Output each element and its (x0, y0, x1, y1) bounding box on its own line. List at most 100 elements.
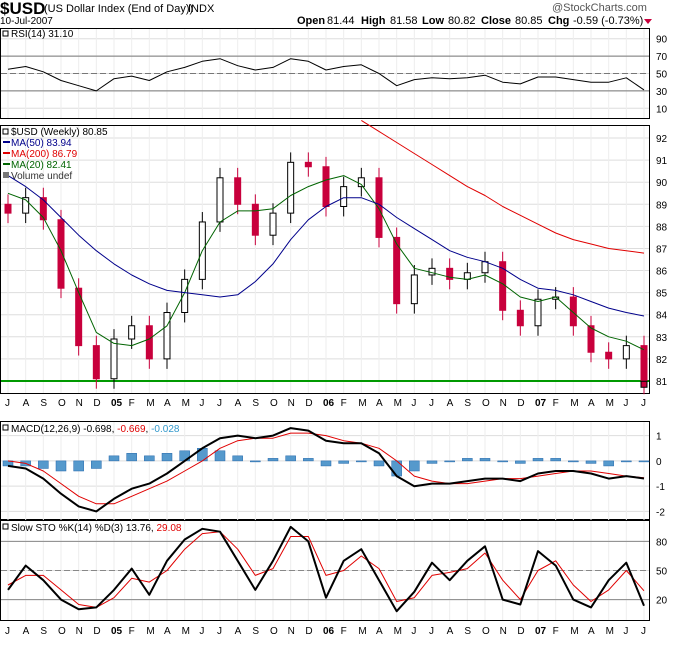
x-label: 05 (111, 398, 123, 409)
rsi-legend-label: RSI(14) 31.10 (11, 29, 74, 40)
rsi-line (7, 58, 645, 92)
candle (569, 296, 577, 327)
x-label-bottom: A (235, 626, 242, 637)
macd-hist-bar (373, 460, 385, 467)
x-label-bottom: A (376, 626, 383, 637)
sto-label: Slow STO %K(14) %D(3) (11, 523, 123, 534)
candle (393, 236, 401, 305)
symbol-name: (US Dollar Index (End of Day)) (44, 3, 193, 15)
macd-legend-line: MACD(12,26,9) -0.698, -0.669, -0.028 (11, 424, 180, 435)
x-label: O (482, 398, 490, 409)
low-value: 80.82 (448, 15, 476, 27)
x-label: S (252, 398, 259, 409)
macd-signal-value: -0.669 (117, 424, 146, 435)
legend-ma200: MA(200) 86.79 (11, 149, 78, 160)
x-label: 07 (535, 398, 547, 409)
x-label: D (93, 398, 100, 409)
macd-hist-bar (267, 458, 279, 462)
x-label-bottom: O (58, 626, 66, 637)
candle (499, 261, 507, 311)
macd-hist-bar (638, 460, 650, 463)
candle (304, 161, 312, 168)
candle (269, 212, 277, 236)
x-label: J (429, 398, 434, 409)
x-label-bottom: M (146, 626, 154, 637)
symbol: $USD (0, 0, 45, 18)
x-label: J (623, 398, 628, 409)
candle (39, 197, 47, 221)
x-label-bottom: N (500, 626, 507, 637)
candle (481, 261, 489, 274)
x-label: N (288, 398, 295, 409)
rsi-legend-swatch (2, 30, 9, 37)
price-tick-label: 91 (656, 156, 668, 167)
candle (622, 345, 630, 360)
macd-tick-label: -1 (656, 482, 665, 493)
candle (22, 197, 30, 214)
price-legend-swatch (2, 128, 9, 135)
x-label: M (358, 398, 366, 409)
candle (92, 345, 100, 380)
macd-hist-bar (73, 460, 84, 472)
x-label: J (641, 398, 646, 409)
x-label-bottom: O (270, 626, 278, 637)
x-label-bottom: D (305, 626, 312, 637)
candle (357, 177, 365, 188)
sto-tick-label: 80 (656, 537, 668, 548)
macd-hist-bar (479, 458, 491, 462)
x-label-bottom: N (76, 626, 83, 637)
sto-k-value: 13.76 (126, 523, 151, 534)
sto-tick-label: 50 (656, 567, 668, 578)
x-label-bottom: N (288, 626, 295, 637)
price-tick-label: 86 (656, 267, 668, 278)
macd-hist-bar (462, 458, 473, 462)
x-label: S (40, 398, 47, 409)
candle (605, 351, 613, 360)
legend-volume: Volume undef (11, 171, 72, 182)
candle (4, 203, 12, 214)
x-label: F (553, 398, 559, 409)
rsi-tick-label: 70 (656, 52, 668, 63)
candle (410, 274, 418, 305)
x-label: D (517, 398, 524, 409)
macd-hist-bar (250, 460, 261, 463)
watermark: @StockCharts.com (552, 2, 647, 14)
x-label-bottom: 05 (111, 626, 123, 637)
macd-hist-bar (585, 460, 597, 464)
price-tick-label: 90 (656, 178, 668, 189)
macd-hist-value: -0.028 (151, 424, 180, 435)
macd-hist-bar (303, 458, 314, 462)
legend-ma50: MA(50) 83.94 (11, 138, 72, 149)
x-label: M (606, 398, 614, 409)
candle (75, 287, 83, 347)
macd-hist-bar (532, 458, 544, 462)
x-label: D (305, 398, 312, 409)
macd-hist-bar (426, 460, 438, 464)
macd-hist-bar (497, 460, 508, 463)
x-label-bottom: J (411, 626, 416, 637)
open-value: 81.44 (327, 15, 355, 27)
candle (340, 186, 348, 207)
rsi-tick-label: 30 (656, 87, 668, 98)
candle (216, 177, 224, 223)
macd-legend: MACD(12,26,9) -0.698, -0.669, -0.028 (2, 424, 180, 435)
x-label-bottom: 06 (323, 626, 335, 637)
rsi-legend: RSI(14) 31.10 (2, 29, 74, 40)
price-tick-label: 85 (656, 289, 668, 300)
x-label-bottom: M (606, 626, 614, 637)
candle (181, 278, 189, 313)
macd-hist-bar (91, 460, 102, 469)
x-label-bottom: J (641, 626, 646, 637)
ma20-line (7, 175, 645, 351)
x-label-bottom: J (217, 626, 222, 637)
down-arrow-icon (644, 19, 652, 24)
x-label-bottom: F (553, 626, 559, 637)
x-label-bottom: J (623, 626, 628, 637)
x-label: A (164, 398, 171, 409)
macd-hist-bar (38, 460, 49, 469)
macd-hist-bar (161, 453, 173, 462)
macd-line (7, 427, 645, 513)
ma50-line (7, 175, 645, 317)
